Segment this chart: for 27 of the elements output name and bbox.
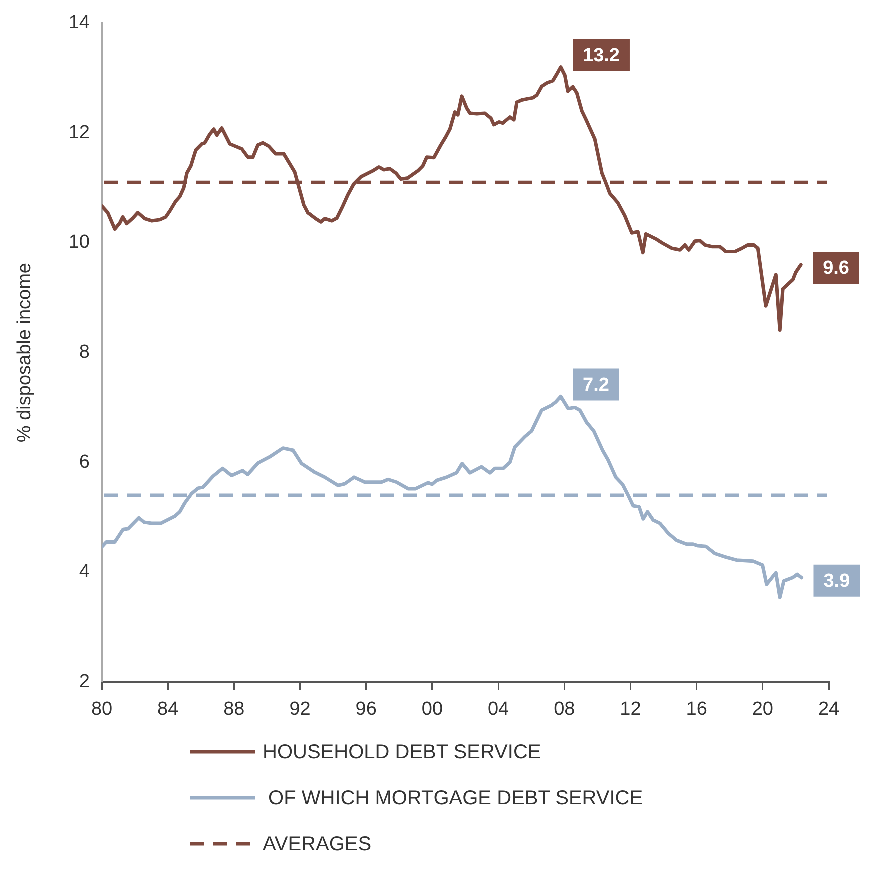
y-tick-label: 2 <box>79 671 90 692</box>
x-tick-label: 12 <box>620 698 642 720</box>
y-tick-label: 10 <box>68 232 90 254</box>
y-tick-label: 12 <box>68 122 90 144</box>
x-tick-label: 24 <box>818 698 840 720</box>
data-label: 7.2 <box>582 374 610 396</box>
y-axis-title: % disposable income <box>14 263 36 443</box>
y-tick-label: 8 <box>79 342 90 364</box>
x-tick-label: 08 <box>554 698 576 720</box>
x-tick-label: 20 <box>752 698 774 720</box>
x-tick-label: 04 <box>488 698 510 720</box>
x-tick-label: 16 <box>686 698 708 720</box>
y-tick-label: 14 <box>68 12 90 34</box>
data-label: 3.9 <box>824 571 850 592</box>
y-tick-label: 4 <box>79 562 90 583</box>
x-tick-label: 88 <box>224 698 245 720</box>
x-tick-label: 80 <box>91 698 113 720</box>
y-tick-label: 6 <box>79 452 90 473</box>
legend-label: OF WHICH MORTGAGE DEBT SERVICE <box>263 788 644 810</box>
legend-label: HOUSEHOLD DEBT SERVICE <box>263 742 542 764</box>
x-tick-label: 96 <box>356 698 377 720</box>
x-tick-label: 92 <box>290 698 311 720</box>
data-label: 13.2 <box>583 46 620 67</box>
x-tick-label: 00 <box>422 698 444 720</box>
x-tick-label: 84 <box>158 698 180 720</box>
data-label: 9.6 <box>823 258 850 280</box>
legend-label: AVERAGES <box>263 834 372 856</box>
